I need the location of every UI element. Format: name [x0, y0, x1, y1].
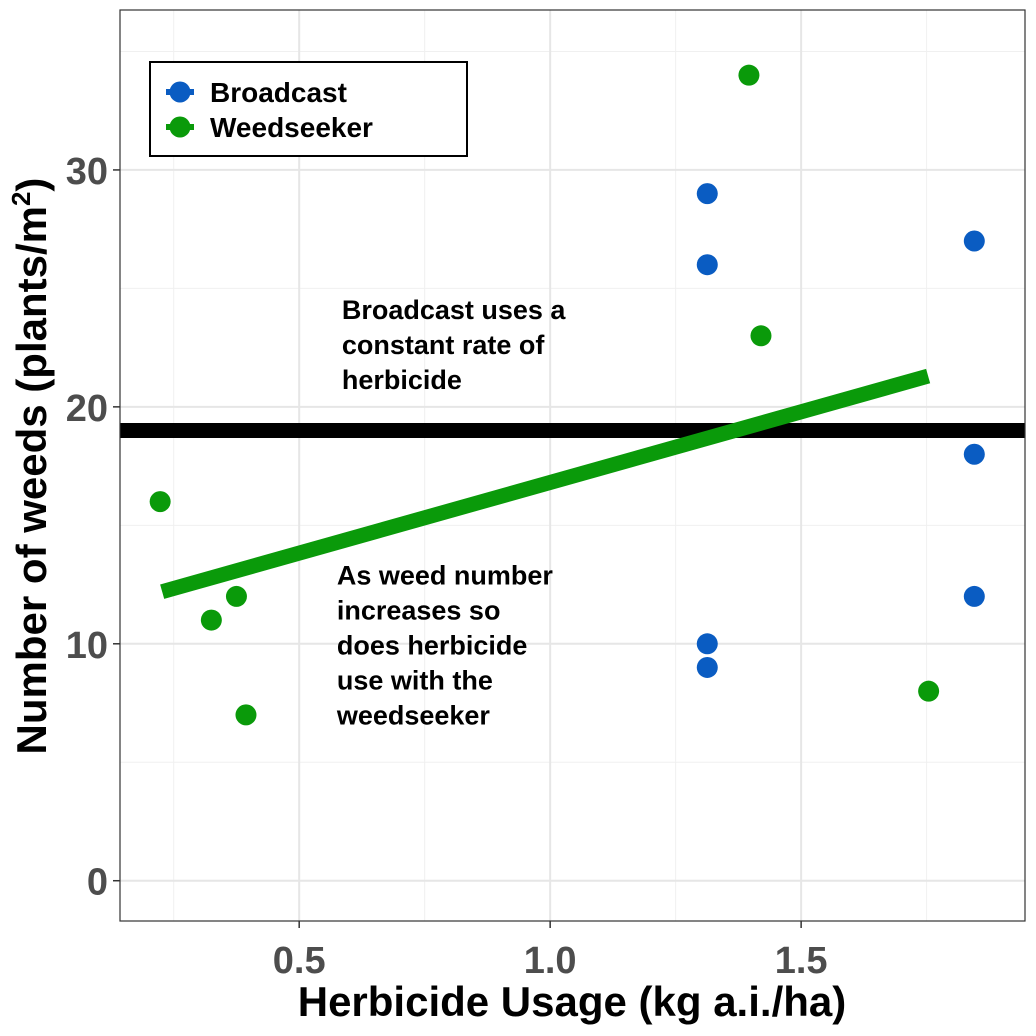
broadcast-point: [963, 443, 985, 465]
tick-labels: 0.5 1.0 1.5 0 10 20 30: [66, 151, 828, 982]
broadcast-point: [963, 585, 985, 607]
weedseeker-point: [200, 609, 222, 631]
legend-key-point: [169, 116, 191, 138]
legend-label: Weedseeker: [210, 112, 373, 143]
broadcast-point: [696, 656, 718, 678]
weedseeker-point: [738, 64, 760, 86]
annotation: Broadcast uses a constant rate of herbicid…: [342, 295, 567, 395]
broadcast-point: [696, 183, 718, 205]
y-tick-label: 0: [87, 862, 108, 904]
broadcast-point: [696, 633, 718, 655]
weedseeker-point: [225, 585, 247, 607]
weedseeker-trend-line: [160, 368, 931, 599]
data-points: [149, 64, 985, 726]
annotation: As weed number increases so does herbicide…: [336, 561, 554, 731]
fit-lines: [120, 368, 1025, 599]
y-tick-label: 20: [66, 388, 108, 430]
x-tick-label: 1.5: [775, 940, 828, 982]
annotations: Broadcast uses a constant rate of herbicid…: [336, 295, 567, 730]
broadcast-point: [963, 230, 985, 252]
legend: Broadcast Weedseeker: [149, 61, 468, 157]
grid: [120, 10, 1025, 921]
legend-key-point: [169, 81, 191, 103]
weedseeker-point: [235, 704, 257, 726]
legend-box: [149, 61, 468, 157]
weedseeker-point: [750, 325, 772, 347]
y-tick-label: 10: [66, 625, 108, 667]
broadcast-point: [696, 254, 718, 276]
plot-border: [119, 9, 1026, 922]
weedseeker-point: [149, 491, 171, 513]
legend-label: Broadcast: [210, 77, 347, 108]
y-tick-label: 30: [66, 151, 108, 193]
x-tick-label: 0.5: [273, 940, 326, 982]
y-axis-title: Number of weeds (plants/m2): [6, 178, 55, 755]
x-tick-label: 1.0: [524, 940, 577, 982]
x-axis-title: Herbicide Usage (kg a.i./ha): [298, 978, 847, 1025]
weedseeker-point: [918, 680, 940, 702]
